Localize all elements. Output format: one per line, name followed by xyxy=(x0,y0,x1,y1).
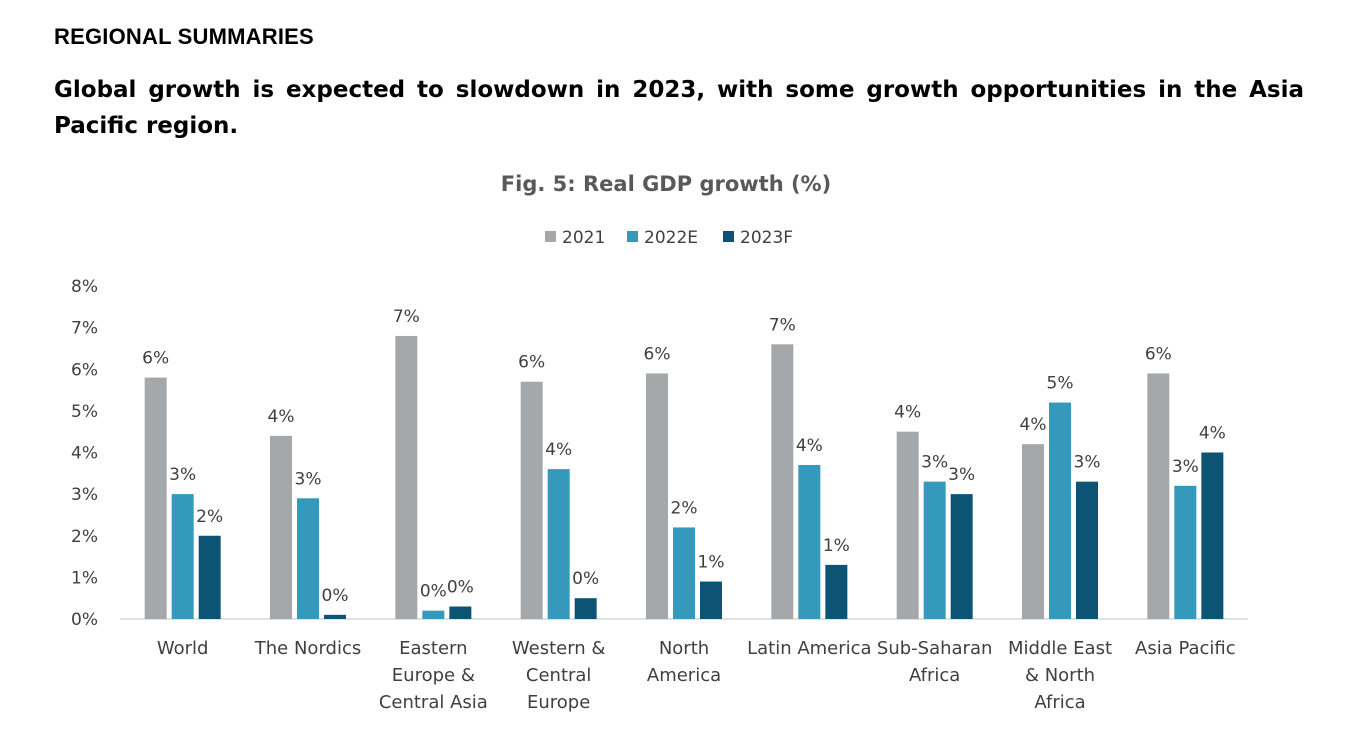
legend-label-2023F: 2023F xyxy=(740,228,793,248)
data-label-2021: 6% xyxy=(644,344,671,364)
category-label: Western & xyxy=(512,638,606,659)
bar-2021 xyxy=(144,377,167,619)
y-tick-label: 2% xyxy=(71,527,98,547)
category-label: The Nordics xyxy=(254,638,361,659)
data-label-2022E: 3% xyxy=(921,453,948,473)
category-label: Middle East xyxy=(1008,638,1112,659)
bar-2022E xyxy=(923,481,946,619)
data-label-2022E: 2% xyxy=(671,498,698,518)
category-label: Central Asia xyxy=(379,692,488,713)
data-label-2022E: 4% xyxy=(545,440,572,460)
category-label: World xyxy=(157,638,209,659)
bar-2021 xyxy=(1022,444,1044,619)
data-label-2023F: 3% xyxy=(948,465,975,485)
data-label-2023F: 4% xyxy=(1199,424,1226,444)
bar-2021 xyxy=(896,431,919,619)
bar-2021 xyxy=(270,435,292,619)
data-label-2023F: 1% xyxy=(823,536,850,556)
data-label-2022E: 3% xyxy=(1172,457,1199,477)
category-label: Latin America xyxy=(747,638,872,659)
data-label-2022E: 3% xyxy=(169,465,196,485)
y-tick-label: 8% xyxy=(71,277,98,297)
bar-2023F xyxy=(449,606,472,619)
data-label-2023F: 0% xyxy=(447,578,474,598)
data-label-2021: 6% xyxy=(142,349,169,369)
data-label-2022E: 5% xyxy=(1047,374,1074,394)
section-heading: REGIONAL SUMMARIES xyxy=(54,24,314,49)
y-tick-label: 3% xyxy=(71,485,98,505)
headline: Global growth is expected to slowdown in… xyxy=(54,77,1304,139)
bar-2021 xyxy=(395,335,418,619)
bar-2023F xyxy=(574,598,597,619)
data-label-2023F: 1% xyxy=(698,553,725,573)
data-label-2022E: 0% xyxy=(420,582,447,602)
bar-2022E xyxy=(1049,402,1071,619)
bar-2023F xyxy=(198,535,221,619)
bar-2022E xyxy=(547,469,570,619)
data-label-2021: 7% xyxy=(393,307,420,327)
data-label-2021: 4% xyxy=(894,403,921,423)
category-label: Sub-Saharan xyxy=(877,638,993,659)
y-tick-label: 7% xyxy=(71,319,98,339)
bar-2023F xyxy=(700,581,722,619)
data-label-2023F: 0% xyxy=(322,586,349,606)
legend-swatch-2021 xyxy=(545,231,556,242)
data-label-2023F: 0% xyxy=(572,569,599,589)
data-label-2021: 7% xyxy=(769,315,796,335)
category-label: & North xyxy=(1025,665,1095,686)
legend-swatch-2022E xyxy=(627,231,638,242)
y-tick-label: 6% xyxy=(71,360,98,380)
category-label: Africa xyxy=(1034,692,1085,713)
data-label-2021: 4% xyxy=(1020,415,1047,435)
bar-2021 xyxy=(771,344,794,619)
bar-2022E xyxy=(422,610,445,619)
legend-label-2021: 2021 xyxy=(562,228,605,248)
data-label-2023F: 2% xyxy=(196,507,223,527)
data-label-2021: 4% xyxy=(268,407,295,427)
category-label: Africa xyxy=(909,665,960,686)
bar-2022E xyxy=(171,494,194,619)
category-label: Asia Pacific xyxy=(1135,638,1236,659)
category-label: Eastern xyxy=(399,638,467,659)
data-label-2022E: 4% xyxy=(796,436,823,456)
bar-2022E xyxy=(1174,485,1197,619)
y-tick-label: 1% xyxy=(71,568,98,588)
category-label: Europe & xyxy=(392,665,475,686)
bar-2023F xyxy=(1076,481,1098,619)
data-label-2023F: 3% xyxy=(1074,453,1101,473)
data-label-2022E: 3% xyxy=(295,469,322,489)
legend-swatch-2023F xyxy=(723,231,734,242)
bar-2022E xyxy=(673,527,695,619)
bar-2023F xyxy=(324,614,346,619)
category-label: America xyxy=(647,665,721,686)
category-label: Europe xyxy=(527,692,590,713)
bar-2021 xyxy=(646,373,668,619)
y-tick-label: 4% xyxy=(71,444,98,464)
data-label-2021: 6% xyxy=(1145,344,1172,364)
bar-2023F xyxy=(950,494,973,619)
bar-2023F xyxy=(1201,452,1224,619)
chart-title: Fig. 5: Real GDP growth (%) xyxy=(501,172,831,196)
bar-2022E xyxy=(297,498,319,619)
bar-2023F xyxy=(825,564,848,619)
y-tick-label: 5% xyxy=(71,402,98,422)
bar-2022E xyxy=(798,464,821,619)
data-label-2021: 6% xyxy=(518,353,545,373)
category-label: Central xyxy=(526,665,592,686)
bar-2021 xyxy=(520,381,543,619)
legend-label-2022E: 2022E xyxy=(644,228,698,248)
category-label: North xyxy=(659,638,709,659)
bar-2021 xyxy=(1147,373,1170,619)
y-tick-label: 0% xyxy=(71,610,98,630)
